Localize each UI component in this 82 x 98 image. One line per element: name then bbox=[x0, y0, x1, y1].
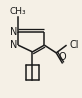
Text: Cl: Cl bbox=[70, 40, 79, 50]
Text: O: O bbox=[59, 52, 66, 62]
Text: N: N bbox=[10, 27, 17, 37]
Text: N: N bbox=[10, 40, 17, 50]
Text: CH₃: CH₃ bbox=[10, 7, 26, 16]
